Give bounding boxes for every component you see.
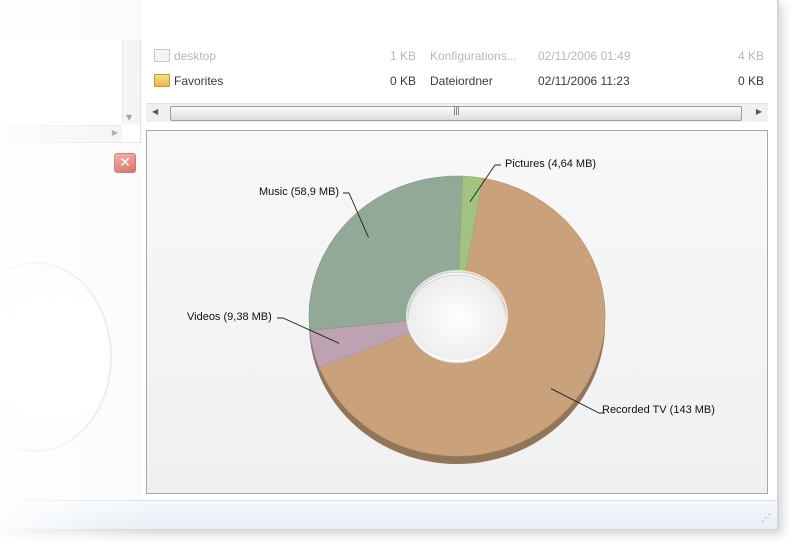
file-date: 02/11/2006 11:23 [538,74,630,88]
status-bar: ⋰ [0,500,777,529]
file-extra: 0 KB [737,74,764,88]
preview-circle [0,262,112,452]
disk-usage-chart-panel: Recorded TV (143 MB) Videos (9,38 MB) Musi… [146,130,768,494]
slice-label: Pictures (4,64 MB) [505,158,596,170]
file-list: desktop 1 KB Konfigurations... 02/11/200… [146,40,768,102]
file-list-horizontal-scrollbar[interactable]: ◀ ||| ▶ [146,103,768,122]
callout-line [343,192,369,238]
file-date: 02/11/2006 01:49 [538,49,631,63]
donut-hole-rim [406,270,508,362]
callout-line [277,317,340,344]
slice-label: Music (58,9 MB) [259,186,339,198]
slice-label: Videos (9,38 MB) [187,311,272,323]
file-type: Konfigurations... [430,49,517,63]
donut-chart: Recorded TV (143 MB) Videos (9,38 MB) Musi… [187,158,715,464]
file-size: 1 KB [389,49,416,63]
close-icon: ✕ [119,155,131,171]
folder-tree-horizontal-scrollbar[interactable]: ▶ [0,125,122,142]
folder-tree-vertical-scrollbar[interactable]: ▼ [122,40,140,124]
scroll-right-arrow-icon[interactable]: ▶ [755,107,762,116]
callout-line [469,164,501,203]
slice-pictures[interactable] [458,175,484,274]
callout-line [550,388,605,414]
file-extra: 4 KB [737,49,764,63]
file-name: Favorites [174,74,224,88]
scroll-left-arrow-icon[interactable]: ◀ [152,107,159,116]
slice-label: Recorded TV (143 MB) [602,404,715,416]
file-name: desktop [174,49,217,63]
file-row[interactable]: desktop 1 KB Konfigurations... 02/11/200… [146,45,768,67]
explorer-window: ▼ ▶ ✕ desktop 1 KB Konfigurations... 02/… [0,0,779,530]
folder-tree: ▼ ▶ [0,40,141,143]
folder-icon [154,74,170,87]
document-icon [154,49,170,62]
scrollbar-thumb[interactable]: ||| [170,106,742,121]
file-row[interactable]: Favorites 0 KB Dateiordner 02/11/2006 11… [146,70,768,92]
slice-side-videos [309,330,320,376]
resize-grip-icon[interactable]: ⋰ [761,513,771,524]
navigation-pane: ▼ ▶ ✕ [0,0,142,500]
scroll-right-arrow-icon[interactable]: ▶ [111,128,118,137]
file-size: 0 KB [389,74,416,88]
slice-music[interactable] [308,175,464,331]
scrollbar-grip-icon: ||| [452,106,460,116]
close-pane-button[interactable]: ✕ [114,153,136,173]
scroll-down-arrow-icon[interactable]: ▼ [126,113,133,122]
file-type: Dateiordner [430,74,493,88]
